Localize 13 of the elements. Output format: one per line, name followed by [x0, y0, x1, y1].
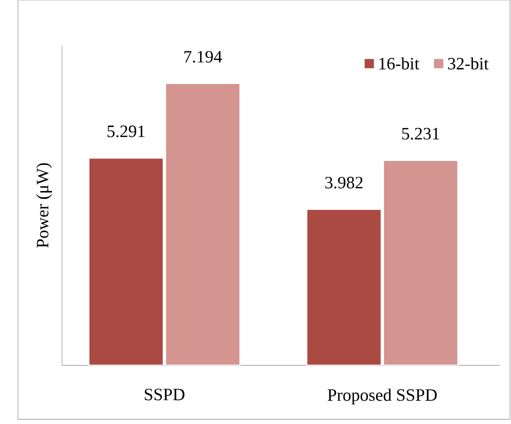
y-axis-title: Power (μW): [36, 163, 52, 248]
bar: [164, 82, 241, 366]
x-tick-label: Proposed SSPD: [328, 388, 437, 404]
data-label: 5.231: [402, 128, 440, 140]
x-tick-label: SSPD: [144, 388, 184, 400]
legend-label: 16-bit: [379, 57, 420, 70]
legend-label: 32-bit: [448, 57, 489, 70]
bar: [382, 160, 459, 366]
bar: [306, 208, 382, 366]
data-label: 5.291: [108, 126, 145, 138]
bar: [88, 157, 164, 366]
data-label: 7.194: [184, 50, 222, 63]
data-label: 3.982: [325, 176, 363, 189]
